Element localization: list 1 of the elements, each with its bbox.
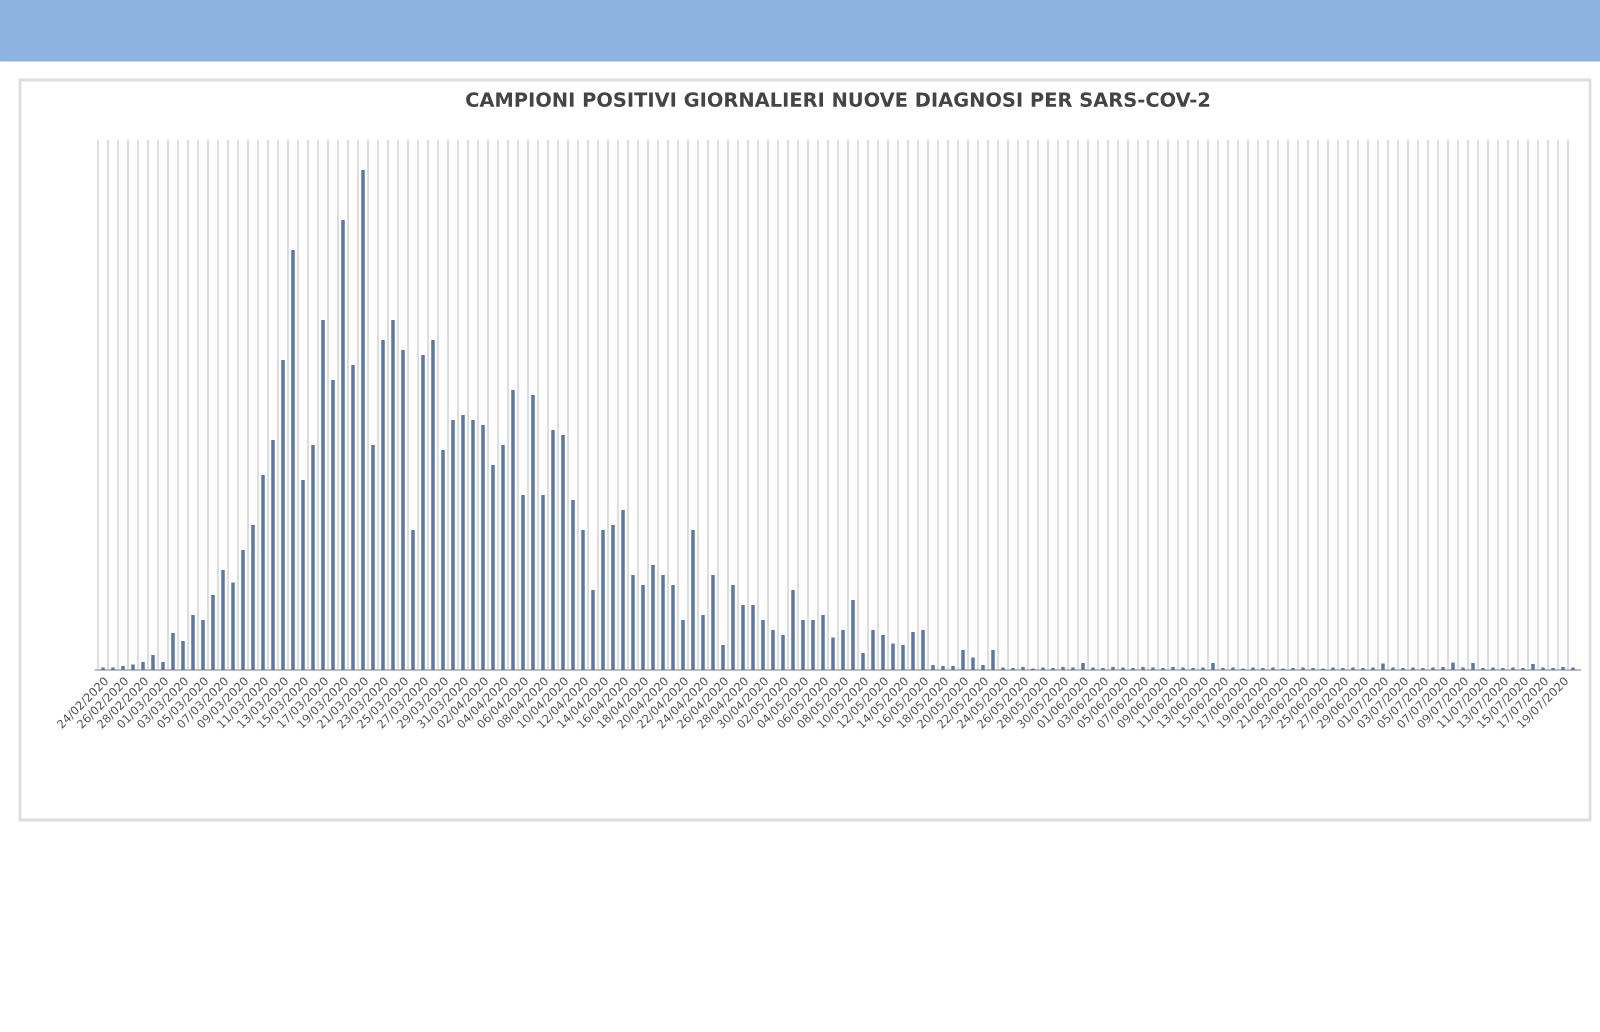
chart-title: CAMPIONI POSITIVI GIORNALIERI NUOVE DIAGNOSI PER SARS-COV-2 (466, 92, 1210, 107)
